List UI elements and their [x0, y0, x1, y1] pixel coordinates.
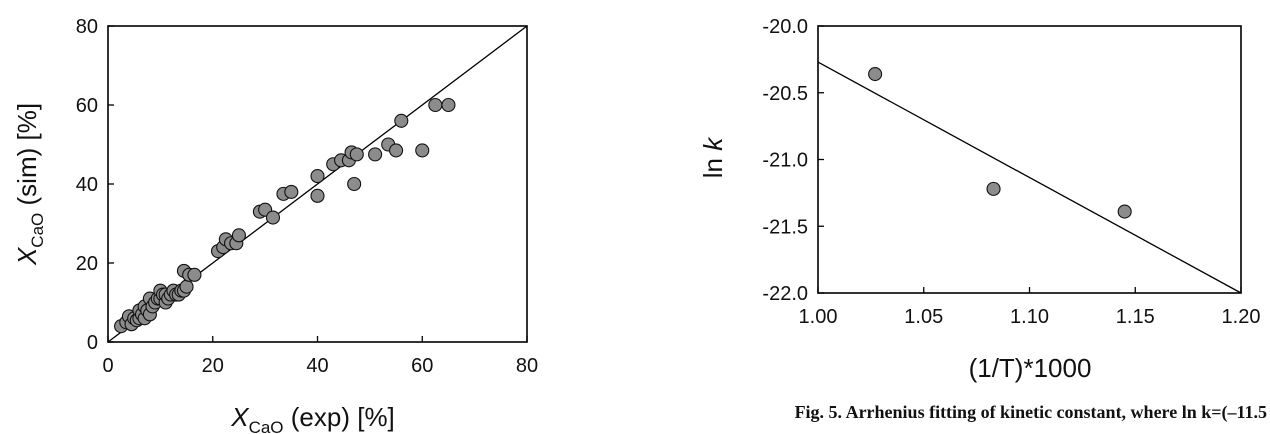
x-axis-label-rest: (exp) [%]	[284, 402, 395, 432]
arrhenius-chart: 1.00 1.05 1.10 1.15 1.20 -20.0 -20.5 -21.0 -21.5…	[698, 16, 1260, 383]
x-tick-label: 1.00	[799, 306, 838, 328]
y-tick-label: -20.5	[762, 83, 808, 105]
data-point	[1117, 204, 1132, 219]
data-point	[265, 210, 281, 225]
data-point	[368, 147, 383, 162]
data-point	[428, 97, 443, 113]
y-axis-label: ln k	[698, 136, 728, 178]
x-tick-label: 40	[306, 355, 328, 377]
y-axis-label-italic: k	[698, 136, 728, 151]
axis-ticks: 0 20 40 60 80 0 20 40 60 80	[76, 16, 538, 377]
x-tick-label: 1.10	[1010, 306, 1049, 328]
axis-ticks: 1.00 1.05 1.10 1.15 1.20 -20.0 -20.5 -21.0 -21.5…	[762, 16, 1260, 328]
data-point	[310, 188, 325, 203]
y-tick-label: -21.5	[762, 216, 808, 238]
data-point	[310, 169, 325, 184]
x-axis-label: (1/T)*1000	[969, 353, 1092, 383]
data-point	[187, 267, 202, 282]
plot-frame	[817, 25, 1242, 294]
data-point	[441, 97, 456, 113]
data-point	[868, 67, 883, 82]
x-tick-label: 80	[516, 355, 538, 377]
y-axis-label-rest: (sim) [%]	[12, 103, 42, 213]
x-tick-label: 1.15	[1116, 306, 1155, 328]
y-axis-label-sub: CaO	[28, 213, 47, 248]
y-tick-label: -20.0	[762, 16, 808, 38]
figure-caption: Fig. 5. Arrhenius fitting of kinetic con…	[795, 402, 1267, 423]
data-point	[347, 176, 362, 192]
x-tick-label: 20	[202, 355, 224, 377]
fit-line	[817, 61, 1242, 294]
data-point	[389, 143, 404, 158]
data-point	[986, 181, 1001, 196]
x-tick-label: 1.20	[1222, 306, 1261, 328]
y-tick-label: 80	[76, 16, 98, 38]
x-axis-label-main: X	[230, 402, 250, 432]
data-points	[114, 97, 456, 334]
data-point	[284, 184, 299, 199]
data-point	[415, 143, 430, 158]
data-point	[394, 113, 409, 128]
x-axis-label-sub: CaO	[249, 418, 284, 434]
y-tick-label: -21.0	[762, 150, 808, 172]
x-axis-label: XCaO (exp) [%]	[230, 402, 395, 434]
data-points	[868, 67, 1132, 219]
y-tick-label: 40	[76, 174, 98, 196]
y-tick-label: -22.0	[762, 283, 808, 305]
data-point	[349, 147, 364, 162]
y-tick-label: 20	[76, 253, 98, 275]
x-tick-label: 0	[102, 355, 113, 377]
y-tick-label: 60	[76, 95, 98, 117]
y-axis-label-main: ln	[698, 151, 728, 178]
x-tick-label: 60	[411, 355, 433, 377]
y-axis-label-main: X	[12, 246, 42, 266]
y-tick-label: 0	[87, 332, 98, 354]
data-point	[179, 279, 194, 294]
y-axis-label: XCaO (sim) [%]	[12, 103, 47, 266]
data-point	[231, 228, 246, 243]
x-tick-label: 1.05	[904, 306, 943, 328]
